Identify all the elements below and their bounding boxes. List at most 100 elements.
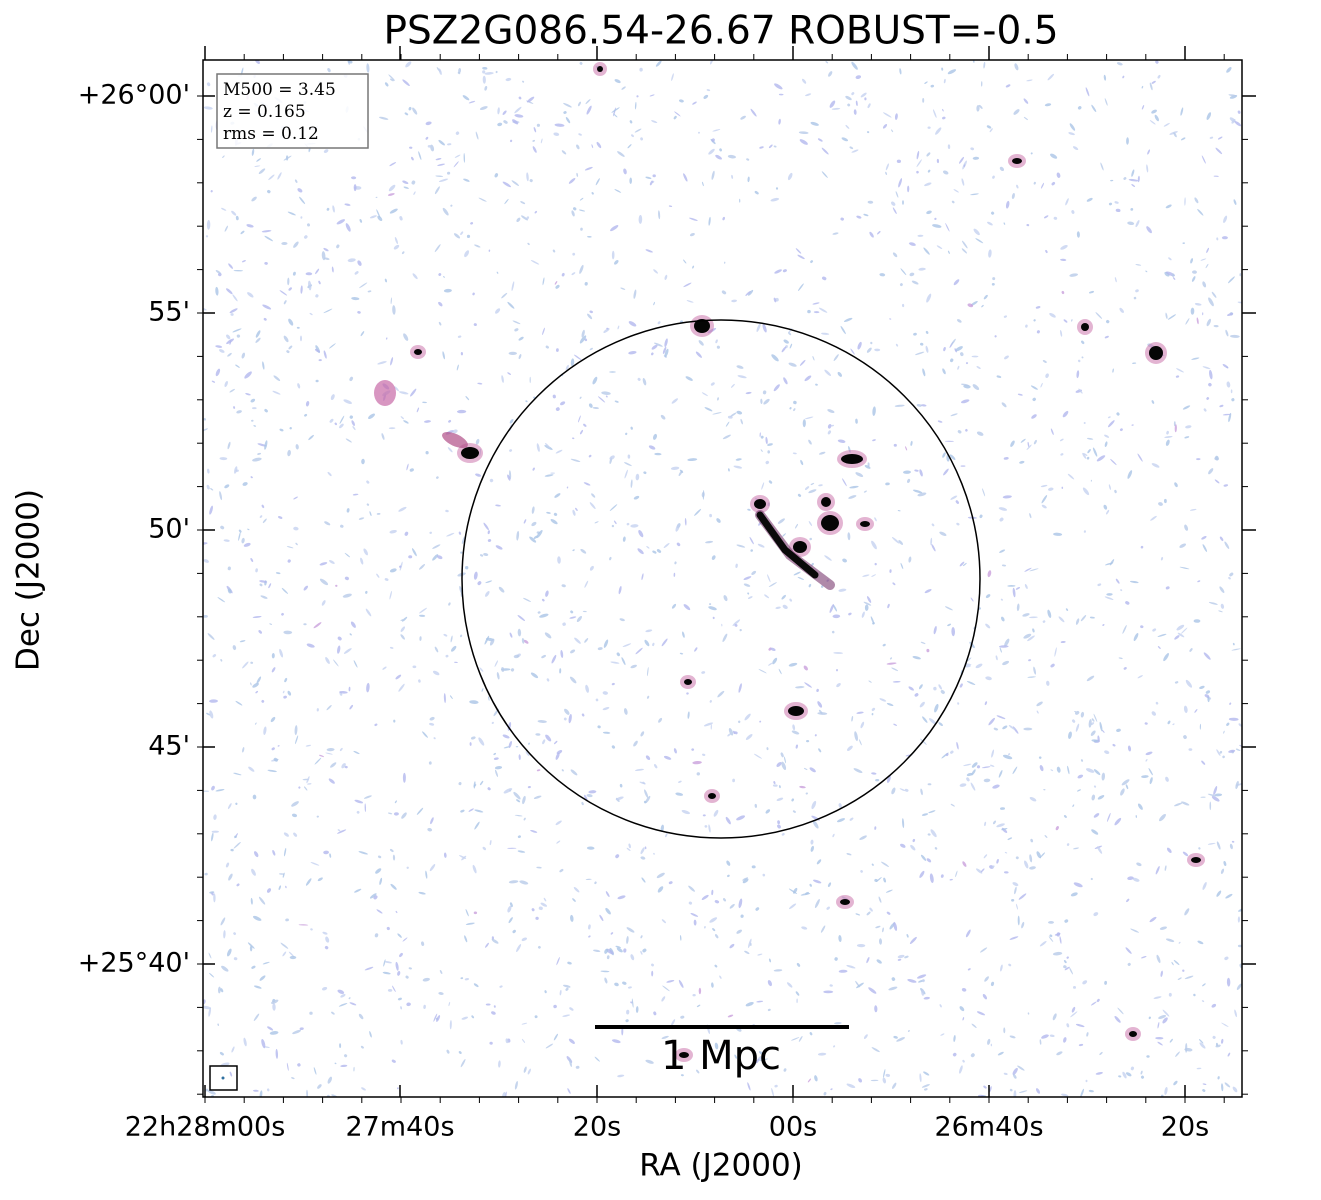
noise-speck <box>723 261 726 264</box>
noise-speck <box>788 662 798 667</box>
noise-speck <box>1149 82 1153 91</box>
noise-speck <box>606 327 609 330</box>
noise-speck <box>641 573 644 581</box>
noise-speck <box>277 172 282 180</box>
noise-speck <box>1008 725 1016 730</box>
noise-speck <box>485 580 493 584</box>
noise-speck <box>1018 1090 1028 1094</box>
noise-speck <box>950 358 954 363</box>
noise-speck <box>1018 893 1027 900</box>
noise-speck <box>743 583 751 587</box>
noise-speck <box>992 277 996 281</box>
y-tick-label: 50' <box>148 514 190 545</box>
noise-speck <box>430 817 434 825</box>
noise-speck <box>507 847 517 849</box>
noise-speck <box>498 586 505 593</box>
noise-speck <box>1026 79 1033 82</box>
noise-speck <box>1056 172 1061 178</box>
noise-speck <box>399 216 403 221</box>
noise-speck <box>252 407 257 410</box>
noise-speck <box>510 668 515 672</box>
noise-speck <box>206 484 210 490</box>
noise-speck <box>1215 1044 1221 1048</box>
noise-speck <box>649 94 655 97</box>
noise-speck <box>310 861 320 866</box>
noise-speck <box>1146 226 1152 234</box>
noise-speck <box>325 657 330 664</box>
noise-speck <box>851 149 859 153</box>
noise-speck <box>715 934 719 939</box>
noise-speck <box>527 242 530 246</box>
noise-speck <box>532 467 535 471</box>
noise-speck <box>1135 220 1140 228</box>
noise-speck <box>1152 628 1157 632</box>
noise-speck <box>993 727 999 731</box>
noise-speck <box>425 870 428 879</box>
noise-speck <box>513 654 520 659</box>
noise-speck <box>1140 956 1147 959</box>
noise-speck <box>295 444 299 450</box>
noise-speck <box>394 237 398 244</box>
noise-speck <box>954 348 957 353</box>
noise-speck <box>278 885 282 890</box>
noise-speck <box>824 555 832 561</box>
noise-speck <box>827 430 832 435</box>
noise-speck <box>895 343 899 347</box>
noise-speck <box>662 346 667 354</box>
noise-speck <box>578 133 582 136</box>
noise-speck <box>994 335 997 338</box>
noise-speck <box>542 277 545 286</box>
noise-speck <box>238 529 242 533</box>
source-tail <box>756 511 819 579</box>
noise-speck <box>965 429 968 432</box>
noise-speck <box>773 781 776 785</box>
noise-speck <box>1151 109 1157 114</box>
noise-speck <box>682 631 685 638</box>
noise-speck <box>701 181 704 187</box>
noise-speck <box>211 785 215 791</box>
noise-speck <box>220 988 224 993</box>
noise-speck <box>772 657 778 665</box>
noise-speck <box>565 987 569 991</box>
noise-speck <box>1096 998 1100 1003</box>
noise-speck <box>560 401 566 406</box>
noise-speck <box>536 530 543 539</box>
noise-speck <box>921 989 925 996</box>
noise-speck <box>1064 919 1069 923</box>
noise-speck <box>947 144 951 149</box>
noise-speck <box>293 496 298 500</box>
noise-speck <box>1202 366 1211 370</box>
noise-speck <box>209 505 213 515</box>
noise-speck <box>1149 777 1153 785</box>
noise-speck <box>1053 216 1058 220</box>
noise-speck <box>959 1065 963 1074</box>
noise-speck <box>1050 769 1054 772</box>
source <box>1081 323 1089 331</box>
noise-speck <box>1157 74 1161 79</box>
noise-speck <box>709 603 712 606</box>
noise-speck <box>842 478 847 487</box>
noise-speck <box>983 61 986 69</box>
noise-speck <box>543 897 547 902</box>
noise-speck <box>288 345 293 350</box>
noise-speck <box>252 915 262 921</box>
noise-speck <box>960 465 966 467</box>
noise-speck <box>253 851 259 858</box>
noise-speck <box>1213 324 1219 328</box>
noise-speck <box>429 722 435 726</box>
noise-speck <box>584 282 588 286</box>
noise-speck <box>705 540 714 544</box>
noise-speck <box>797 493 802 497</box>
noise-speck <box>433 737 436 740</box>
noise-speck <box>1091 739 1099 743</box>
noise-speck <box>263 726 267 735</box>
noise-speck <box>1078 1043 1084 1047</box>
noise-speck <box>678 979 684 988</box>
noise-speck <box>403 333 409 341</box>
noise-speck <box>1237 916 1241 923</box>
noise-speck <box>909 242 916 246</box>
noise-speck <box>610 225 619 232</box>
noise-speck <box>792 810 796 813</box>
noise-speck <box>1178 941 1181 944</box>
noise-speck <box>294 179 298 183</box>
